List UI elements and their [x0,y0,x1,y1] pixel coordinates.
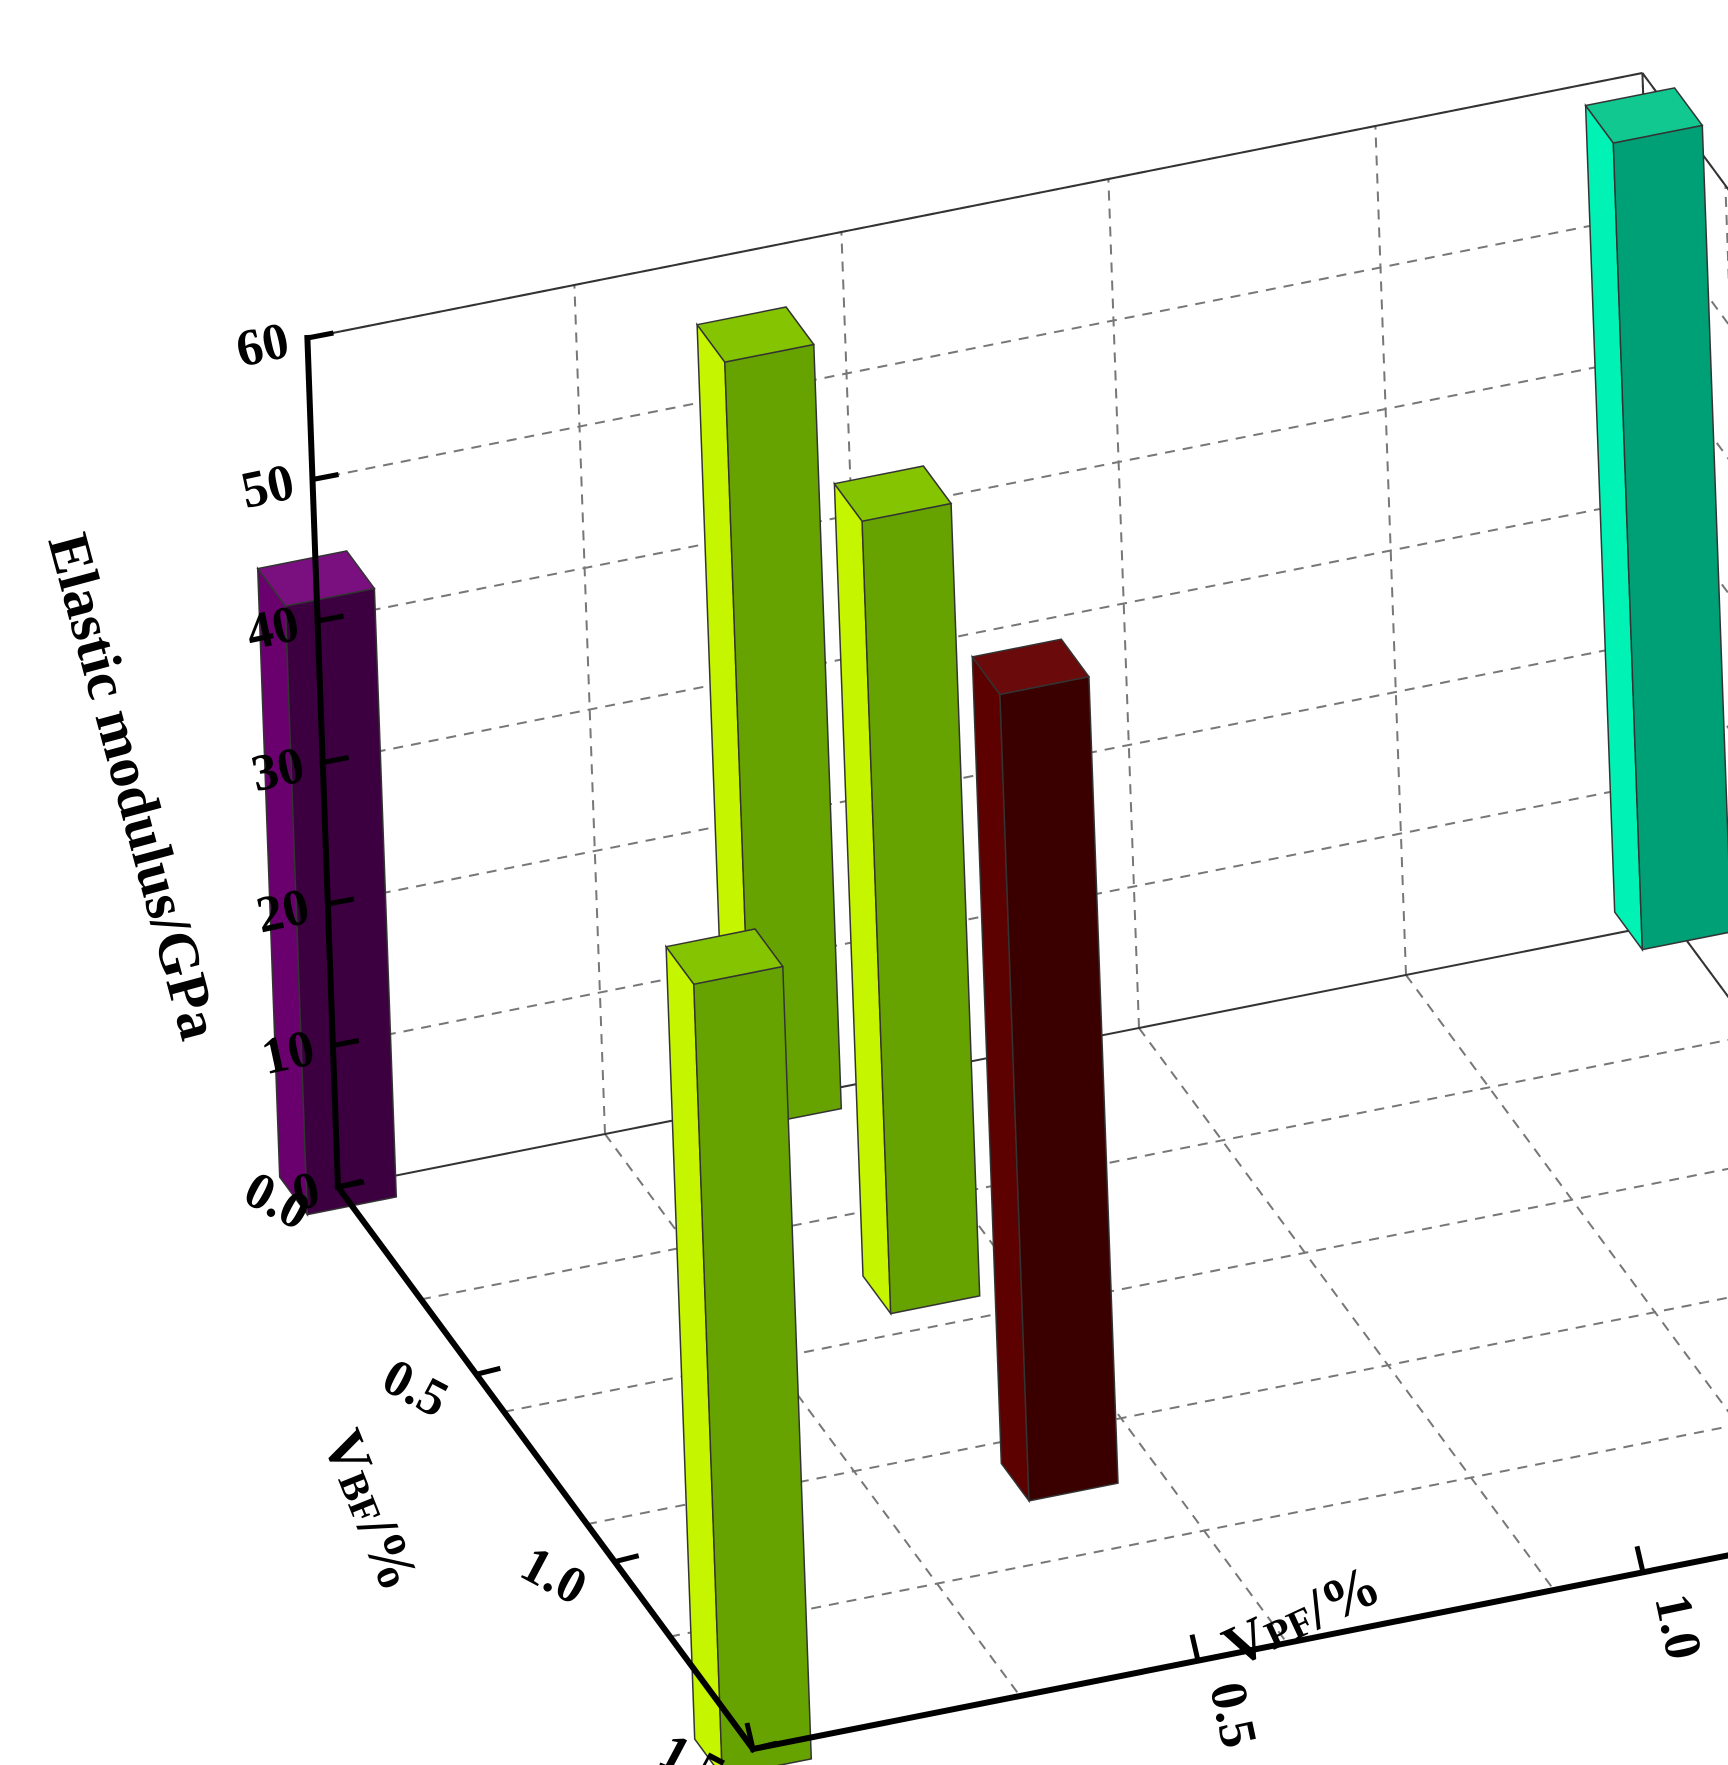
grid-line-wall-left-v [573,284,606,1135]
vbf-tick [614,1553,640,1565]
vbf-axis-title: VBF/% [310,1421,433,1600]
vpf-axis-title: VPF/% [1213,1551,1390,1680]
y-axis-title: Elastic modulus/GPa [35,527,232,1047]
grid-line-floor-pf [1138,1027,1555,1591]
grid-line-floor-pf [1405,974,1728,1413]
bar-top-face [833,465,953,523]
grid-line-wall-left-h [317,355,1653,622]
bar-3 [833,465,981,1316]
bar-top-face [664,928,785,986]
grid-line-floor-bf [669,1425,1728,1638]
bar-5 [1584,87,1728,953]
grid-line-floor-bf [503,1167,1728,1413]
vbf-tick-label: 0.5 [373,1348,457,1429]
grid-line-wall-left-v [1107,178,1140,1029]
grid-line-wall-right-h [1656,496,1728,595]
grid-line-floor-bf [420,1038,1728,1301]
grid-line-floor-bf [586,1296,1728,1526]
vbf-axis-line [333,1182,758,1754]
bar-top-face [970,638,1091,696]
bar-top-face [695,306,816,363]
y-tick [306,330,334,341]
axes [304,330,1728,1754]
frame-line [307,72,1643,339]
vpf-tick-label: 1.0 [1643,1589,1712,1664]
bar-top-face [1584,87,1704,144]
y-tick [312,472,339,482]
grid-line-wall-left-h [332,779,1669,1047]
vbf-tick [475,1365,501,1377]
y-tick-label: 50 [236,453,299,520]
vpf-tick [744,1722,756,1750]
bar-1 [664,928,813,1765]
vpf-tick-label: 0.5 [1198,1677,1267,1752]
vpf-tick [1634,1545,1646,1573]
grid-line-wall-left-v [840,231,873,1082]
y-tick-label: 20 [252,878,315,945]
bars [256,87,1728,1765]
y-tick-label: 30 [246,736,309,803]
grid-line-wall-left-h [327,638,1663,905]
grid-line-wall-left-v [1374,125,1407,976]
vbf-tick [752,1740,778,1752]
grid-line-wall-left-h [312,213,1648,481]
grid-line-wall-right-h [1646,213,1728,326]
grid-line-wall-left-h [322,496,1658,764]
vbf-tick-label: 1.0 [512,1535,596,1616]
y-tick [327,896,355,907]
y-tick-label: 60 [231,312,294,379]
bar-2 [970,638,1119,1504]
y-tick [317,613,345,624]
y-tick [332,1038,360,1048]
vpf-axis-line [749,1552,1728,1753]
vbf-tick [337,1178,363,1190]
y-tick-label: 10 [257,1019,320,1086]
y-tick-label: 40 [241,595,304,662]
y-tick [322,755,350,765]
frame-line [1641,72,1728,191]
grid-line-wall-right-h [1651,355,1728,460]
grid-line-floor-pf [604,1133,1021,1697]
vpf-tick [1189,1634,1201,1662]
